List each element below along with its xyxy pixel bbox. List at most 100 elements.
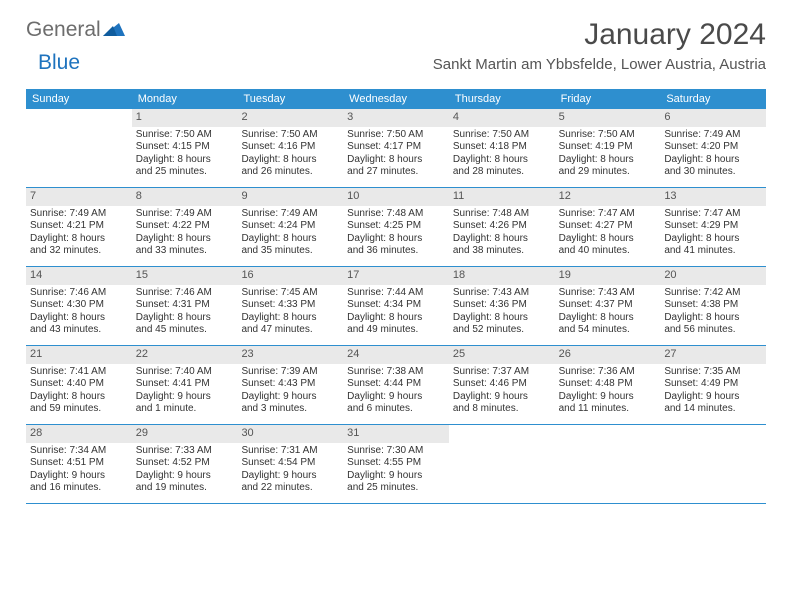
day-cell: 19Sunrise: 7:43 AMSunset: 4:37 PMDayligh… [555, 267, 661, 345]
day-number: 1 [132, 109, 238, 127]
sunrise-text: Sunrise: 7:46 AM [30, 287, 128, 300]
daylight-text: and 26 minutes. [241, 166, 339, 179]
sunrise-text: Sunrise: 7:41 AM [30, 366, 128, 379]
dayhead-mon: Monday [132, 89, 238, 109]
day-number: 10 [343, 188, 449, 206]
dayhead-thu: Thursday [449, 89, 555, 109]
sunset-text: Sunset: 4:30 PM [30, 299, 128, 312]
day-number: 23 [237, 346, 343, 364]
daylight-text: Daylight: 8 hours [30, 312, 128, 325]
sunset-text: Sunset: 4:55 PM [347, 457, 445, 470]
day-number: 27 [660, 346, 766, 364]
title-block: January 2024 Sankt Martin am Ybbsfelde, … [433, 18, 766, 73]
sunset-text: Sunset: 4:17 PM [347, 141, 445, 154]
sunset-text: Sunset: 4:19 PM [559, 141, 657, 154]
daylight-text: Daylight: 8 hours [664, 312, 762, 325]
daylight-text: Daylight: 8 hours [136, 312, 234, 325]
week-row: 28Sunrise: 7:34 AMSunset: 4:51 PMDayligh… [26, 425, 766, 504]
daylight-text: Daylight: 8 hours [30, 391, 128, 404]
daylight-text: Daylight: 9 hours [136, 470, 234, 483]
daylight-text: and 22 minutes. [241, 482, 339, 495]
dayhead-sat: Saturday [660, 89, 766, 109]
daylight-text: and 8 minutes. [453, 403, 551, 416]
daylight-text: and 16 minutes. [30, 482, 128, 495]
sunrise-text: Sunrise: 7:50 AM [559, 129, 657, 142]
sunrise-text: Sunrise: 7:35 AM [664, 366, 762, 379]
logo-word1: General [26, 18, 101, 42]
sunrise-text: Sunrise: 7:34 AM [30, 445, 128, 458]
sunrise-text: Sunrise: 7:50 AM [136, 129, 234, 142]
day-cell: 18Sunrise: 7:43 AMSunset: 4:36 PMDayligh… [449, 267, 555, 345]
day-cell: 31Sunrise: 7:30 AMSunset: 4:55 PMDayligh… [343, 425, 449, 503]
sunrise-text: Sunrise: 7:31 AM [241, 445, 339, 458]
day-cell: 27 Sunrise: 7:35 AMSunset: 4:49 PMDayligh… [660, 346, 766, 424]
daylight-text: and 14 minutes. [664, 403, 762, 416]
day-cell: 12Sunrise: 7:47 AMSunset: 4:27 PMDayligh… [555, 188, 661, 266]
daylight-text: and 38 minutes. [453, 245, 551, 258]
daylight-text: and 45 minutes. [136, 324, 234, 337]
sunset-text: Sunset: 4:26 PM [453, 220, 551, 233]
sunrise-text: Sunrise: 7:48 AM [453, 208, 551, 221]
sunset-text: Sunset: 4:41 PM [136, 378, 234, 391]
day-cell [660, 425, 766, 503]
logo: General [26, 18, 127, 42]
sunset-text: Sunset: 4:46 PM [453, 378, 551, 391]
sunset-text: Sunset: 4:34 PM [347, 299, 445, 312]
day-cell: 7Sunrise: 7:49 AMSunset: 4:21 PMDaylight… [26, 188, 132, 266]
sunset-text: Sunset: 4:31 PM [136, 299, 234, 312]
week-row: 7Sunrise: 7:49 AMSunset: 4:21 PMDaylight… [26, 188, 766, 267]
sunrise-text: Sunrise: 7:30 AM [347, 445, 445, 458]
day-cell [26, 109, 132, 187]
dayhead-fri: Friday [555, 89, 661, 109]
day-number: 21 [26, 346, 132, 364]
daylight-text: and 47 minutes. [241, 324, 339, 337]
day-cell: 3Sunrise: 7:50 AMSunset: 4:17 PMDaylight… [343, 109, 449, 187]
daylight-text: Daylight: 8 hours [136, 154, 234, 167]
daylight-text: Daylight: 9 hours [453, 391, 551, 404]
sunset-text: Sunset: 4:21 PM [30, 220, 128, 233]
day-cell: 24Sunrise: 7:38 AMSunset: 4:44 PMDayligh… [343, 346, 449, 424]
sunset-text: Sunset: 4:51 PM [30, 457, 128, 470]
day-cell: 6Sunrise: 7:49 AMSunset: 4:20 PMDaylight… [660, 109, 766, 187]
daylight-text: and 36 minutes. [347, 245, 445, 258]
daylight-text: Daylight: 8 hours [136, 233, 234, 246]
daylight-text: and 11 minutes. [559, 403, 657, 416]
daylight-text: and 32 minutes. [30, 245, 128, 258]
daylight-text: and 40 minutes. [559, 245, 657, 258]
daylight-text: Daylight: 9 hours [664, 391, 762, 404]
daylight-text: Daylight: 8 hours [241, 154, 339, 167]
day-number: 20 [660, 267, 766, 285]
sunrise-text: Sunrise: 7:40 AM [136, 366, 234, 379]
daylight-text: Daylight: 8 hours [30, 233, 128, 246]
daylight-text: Daylight: 8 hours [664, 233, 762, 246]
day-number: 2 [237, 109, 343, 127]
day-number: 12 [555, 188, 661, 206]
daylight-text: and 27 minutes. [347, 166, 445, 179]
day-number: 4 [449, 109, 555, 127]
daylight-text: and 43 minutes. [30, 324, 128, 337]
week-row: 14Sunrise: 7:46 AMSunset: 4:30 PMDayligh… [26, 267, 766, 346]
month-title: January 2024 [433, 18, 766, 52]
sunrise-text: Sunrise: 7:33 AM [136, 445, 234, 458]
daylight-text: Daylight: 8 hours [241, 233, 339, 246]
sunset-text: Sunset: 4:43 PM [241, 378, 339, 391]
day-cell: 16Sunrise: 7:45 AMSunset: 4:33 PMDayligh… [237, 267, 343, 345]
sunrise-text: Sunrise: 7:47 AM [664, 208, 762, 221]
sunset-text: Sunset: 4:48 PM [559, 378, 657, 391]
sunset-text: Sunset: 4:18 PM [453, 141, 551, 154]
calendar: Sunday Monday Tuesday Wednesday Thursday… [26, 89, 766, 504]
sunrise-text: Sunrise: 7:44 AM [347, 287, 445, 300]
sunset-text: Sunset: 4:54 PM [241, 457, 339, 470]
sunset-text: Sunset: 4:25 PM [347, 220, 445, 233]
day-number: 18 [449, 267, 555, 285]
sunset-text: Sunset: 4:49 PM [664, 378, 762, 391]
daylight-text: Daylight: 9 hours [347, 470, 445, 483]
day-cell: 10Sunrise: 7:48 AMSunset: 4:25 PMDayligh… [343, 188, 449, 266]
sunset-text: Sunset: 4:29 PM [664, 220, 762, 233]
daylight-text: Daylight: 8 hours [559, 312, 657, 325]
day-cell: 4Sunrise: 7:50 AMSunset: 4:18 PMDaylight… [449, 109, 555, 187]
daylight-text: and 35 minutes. [241, 245, 339, 258]
dayhead-wed: Wednesday [343, 89, 449, 109]
day-number: 14 [26, 267, 132, 285]
day-cell: 11Sunrise: 7:48 AMSunset: 4:26 PMDayligh… [449, 188, 555, 266]
